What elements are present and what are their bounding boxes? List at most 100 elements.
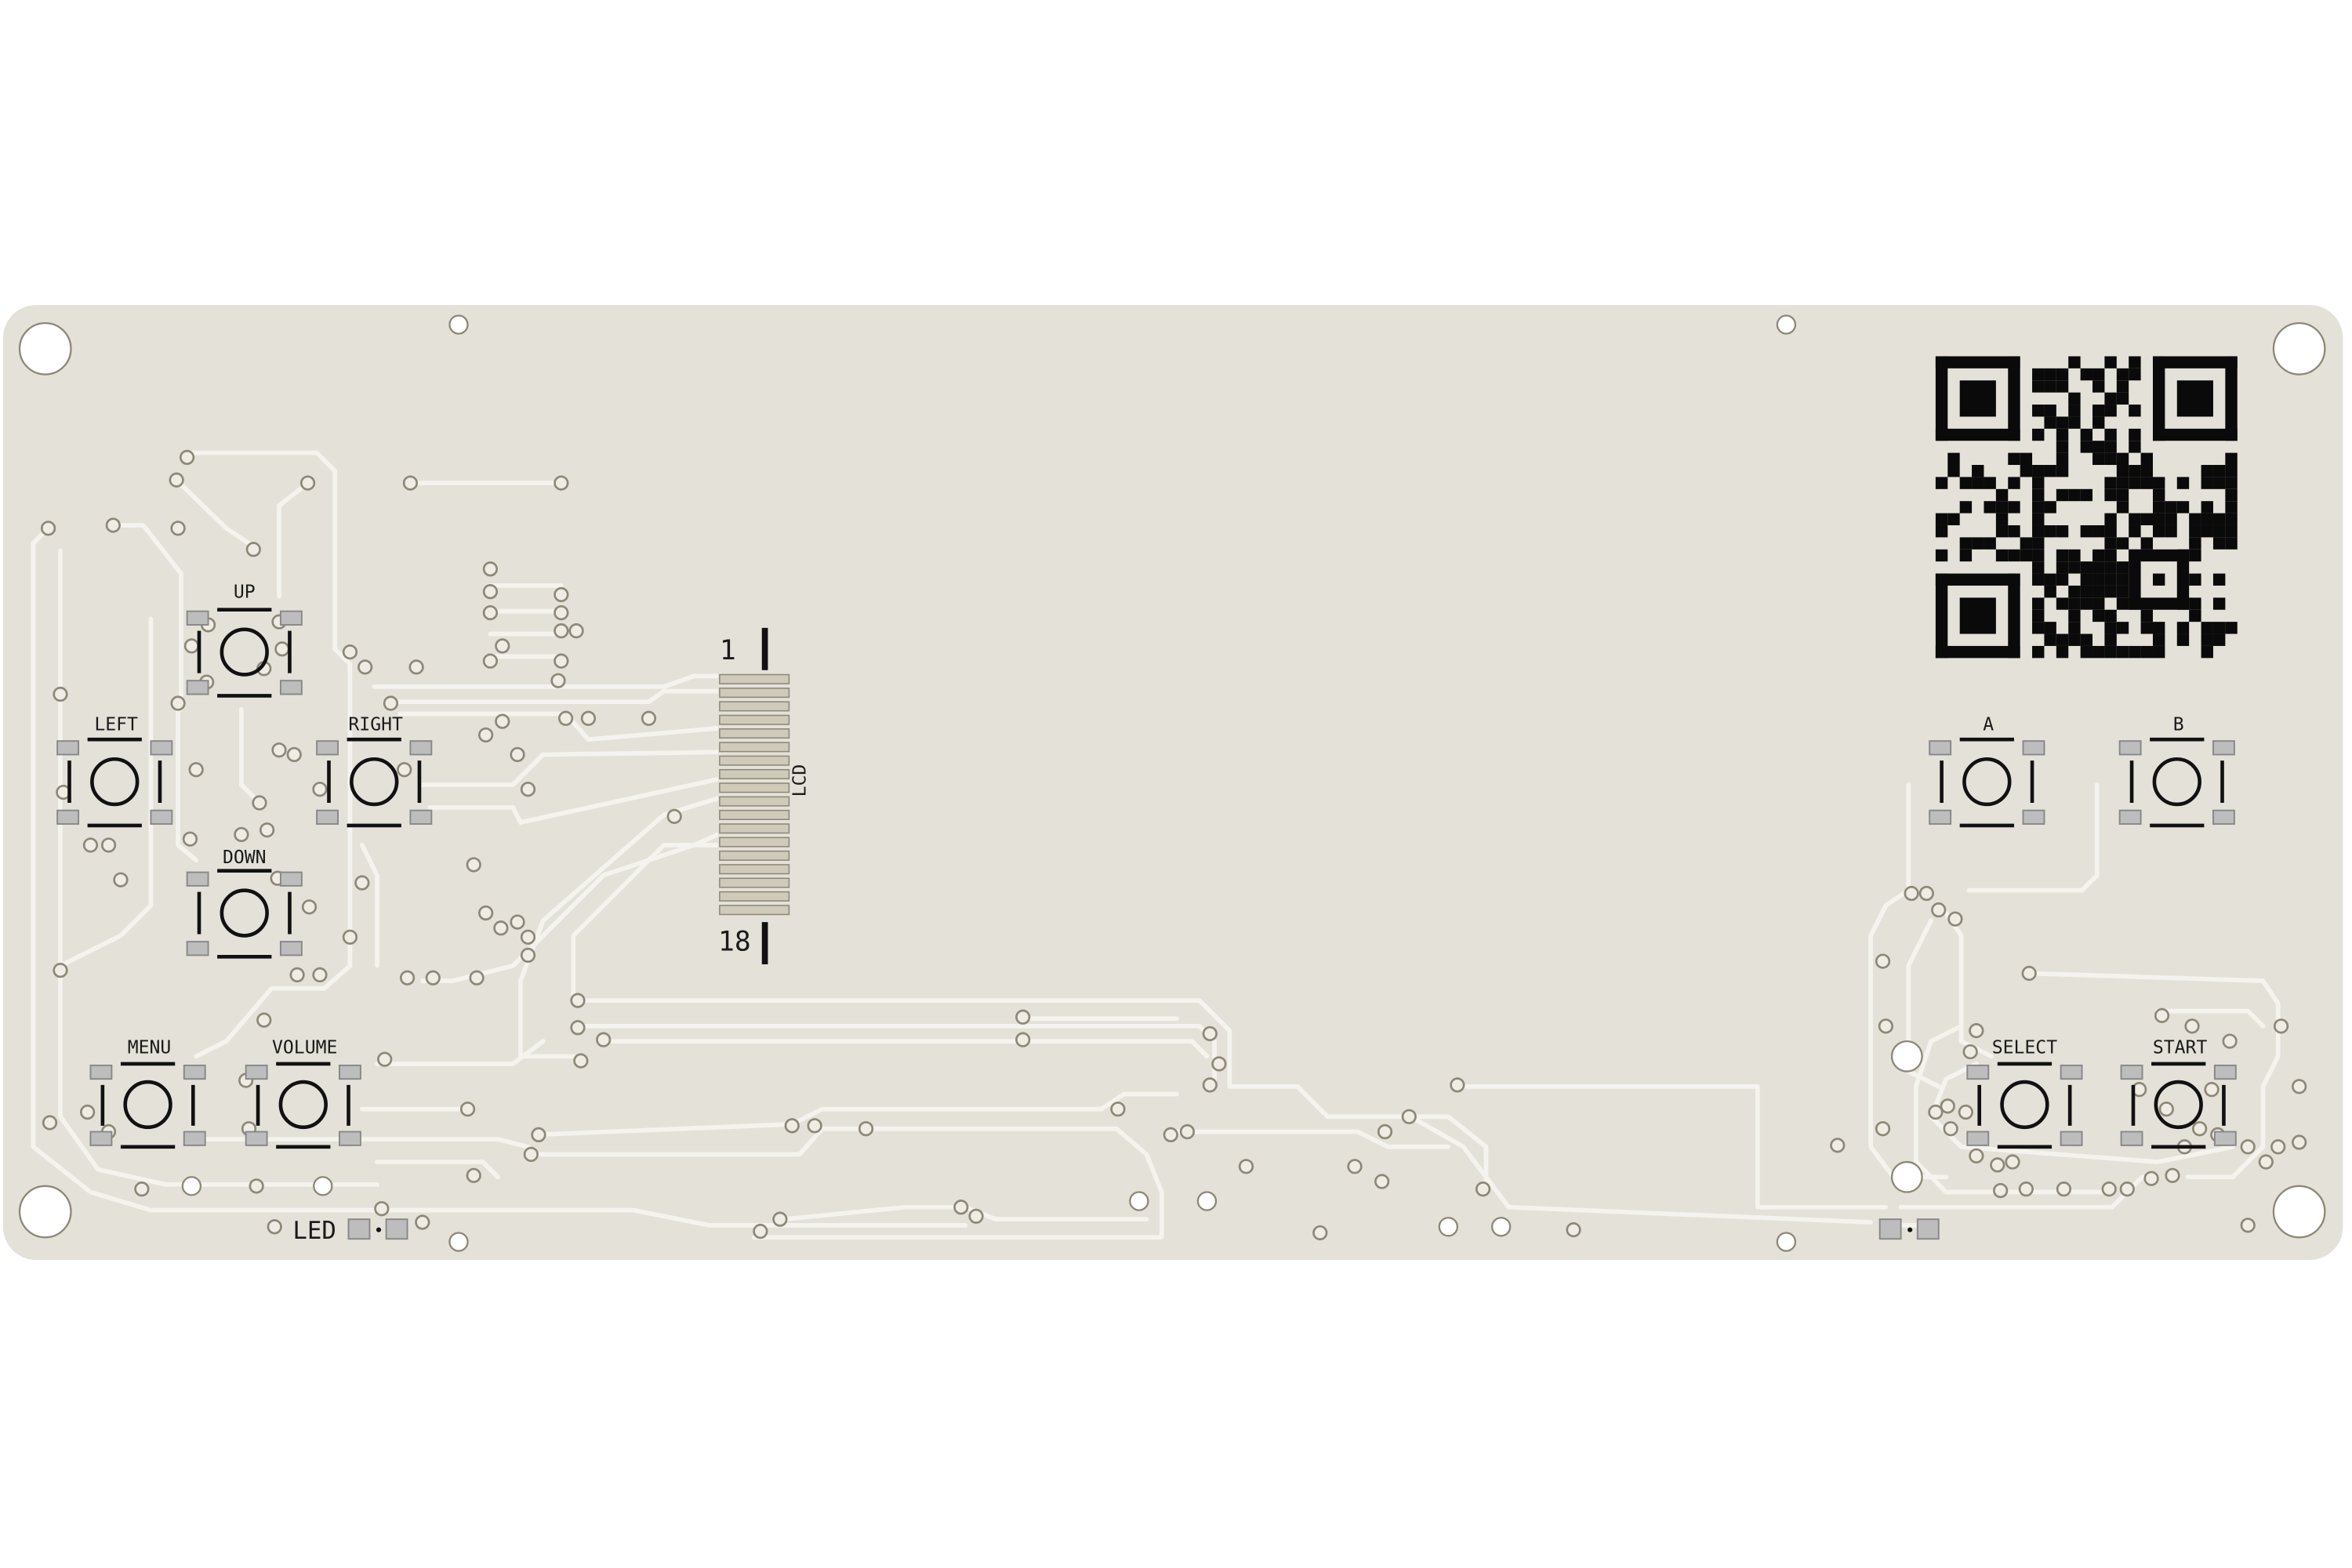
via (100, 837, 117, 853)
via (2154, 1007, 2170, 1024)
via (2143, 1171, 2159, 1186)
lcd-pin-pad (719, 877, 790, 888)
button-actuator-icon (350, 757, 399, 807)
via (1015, 1009, 1031, 1025)
button-actuator-icon (220, 627, 269, 677)
via (772, 1211, 788, 1227)
via (495, 713, 510, 729)
via (1947, 911, 1963, 927)
lcd-pin-pad (719, 782, 790, 793)
via (79, 1104, 96, 1120)
via (1202, 1025, 1218, 1042)
via (493, 920, 509, 936)
via (807, 1118, 822, 1134)
qr-code-icon (1935, 356, 2238, 659)
button-label-start: START (2153, 1037, 2208, 1058)
lcd-pin-pad (719, 714, 790, 725)
button-label-select: SELECT (1992, 1037, 2057, 1058)
via (1347, 1159, 1363, 1174)
button-actuator-icon (2000, 1080, 2049, 1130)
button-actuator-icon (278, 1080, 328, 1130)
via (113, 872, 129, 887)
via (1830, 1138, 1846, 1153)
via (234, 826, 249, 843)
lcd-pin-pad (719, 864, 790, 875)
via (188, 762, 204, 778)
via (2165, 1167, 2180, 1183)
via (408, 659, 424, 675)
via (383, 695, 399, 711)
via (1943, 1121, 1958, 1137)
via (968, 1208, 984, 1224)
via (570, 993, 586, 1008)
via (134, 1181, 150, 1197)
via (554, 623, 569, 639)
via (354, 875, 370, 891)
via (397, 762, 412, 778)
mounting-hole (2272, 321, 2326, 376)
vias (40, 449, 2307, 1241)
via (1875, 1121, 1891, 1137)
button-label-right: RIGHT (348, 715, 403, 735)
via (531, 1127, 546, 1143)
via (105, 517, 121, 533)
via (358, 659, 373, 675)
via (1958, 1104, 1973, 1120)
via (1202, 1077, 1218, 1093)
via (510, 914, 525, 930)
button-label-volume: VOLUME (272, 1037, 337, 1058)
via (2018, 1181, 2034, 1197)
button-label-b: B (2173, 715, 2184, 735)
via (267, 1219, 282, 1235)
via (2056, 1181, 2072, 1197)
via (2270, 1139, 2286, 1155)
via (2240, 1139, 2256, 1155)
via (179, 449, 195, 466)
via (82, 837, 99, 853)
lcd-label: LCD (790, 764, 811, 797)
via (1969, 1148, 1984, 1163)
lcd-pin-pad (719, 905, 790, 916)
via (953, 1200, 969, 1215)
via (466, 857, 481, 873)
button-label-up: UP (234, 582, 256, 602)
via (40, 521, 56, 536)
lcd-pin-pad (719, 673, 790, 684)
via (1969, 1023, 1984, 1039)
button-left: LEFT (56, 715, 173, 828)
via (554, 604, 569, 621)
via (1928, 1104, 1944, 1120)
via (259, 822, 275, 838)
pcb-board (2, 305, 2343, 1261)
via (1110, 1102, 1126, 1117)
via (596, 1032, 612, 1047)
lcd-pin-pad (719, 728, 790, 739)
via (1377, 1123, 1393, 1140)
via (510, 746, 525, 763)
via (1940, 1098, 1955, 1114)
via (399, 970, 416, 985)
via (271, 742, 287, 758)
via (289, 967, 305, 983)
mounting-holes (18, 314, 2326, 1252)
via (459, 1102, 476, 1117)
lcd-pin-pad (719, 850, 790, 861)
via (557, 710, 574, 726)
via (2240, 1218, 2256, 1233)
via (570, 1020, 586, 1036)
button-up: UP (186, 582, 303, 698)
via (1990, 1157, 2005, 1173)
via (2273, 1018, 2289, 1034)
via (377, 1051, 393, 1067)
via (469, 970, 485, 985)
via (554, 475, 569, 491)
lcd-pin-pad (719, 891, 790, 902)
button-label-left: LEFT (94, 715, 138, 735)
via (342, 644, 358, 660)
via (482, 561, 499, 577)
button-a: A (1929, 715, 2045, 828)
via (183, 638, 200, 654)
button-menu: MENU (89, 1037, 206, 1149)
via (550, 673, 566, 688)
via (784, 1118, 800, 1134)
